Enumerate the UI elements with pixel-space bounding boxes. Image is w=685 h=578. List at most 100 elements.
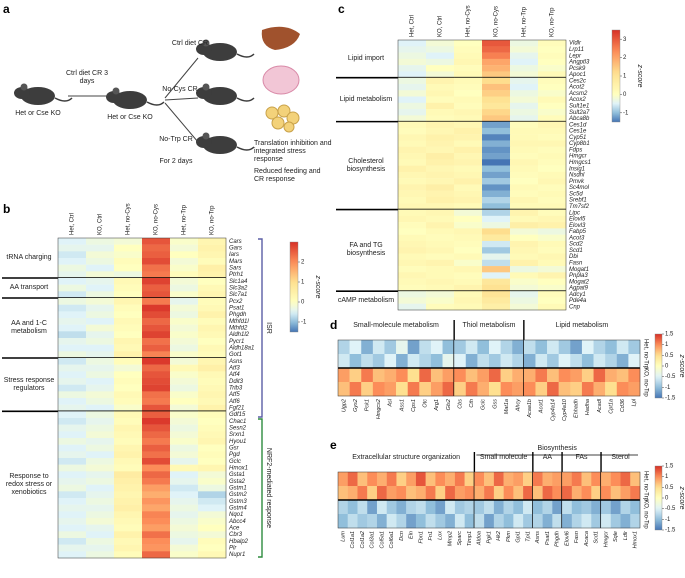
heatmap-cell <box>510 77 539 85</box>
heatmap-cell <box>142 444 171 452</box>
row-label: KO, no-Trp <box>642 367 648 397</box>
heatmap-cell <box>338 514 348 529</box>
heatmap-cell <box>386 486 397 501</box>
heatmap-cell <box>114 404 143 412</box>
heatmap-cell <box>86 298 115 305</box>
heatmap-cell <box>465 354 478 369</box>
heatmap-cell <box>513 472 524 487</box>
heatmap-cell <box>349 354 362 369</box>
heatmap-cell <box>86 404 115 412</box>
heatmap-cell <box>571 486 582 501</box>
heatmap-cell <box>426 46 455 53</box>
heatmap-cell <box>532 486 543 501</box>
gene-label: Pde4a <box>569 298 587 304</box>
gene-label: Cyp8b1 <box>569 141 590 147</box>
muscle-icon <box>262 65 300 95</box>
heatmap-cell <box>482 203 511 210</box>
heatmap-cell <box>558 354 571 369</box>
heatmap-cell <box>591 514 602 529</box>
heatmap-cell <box>482 278 511 286</box>
heatmap-cell <box>398 77 427 85</box>
gene-label: Iars <box>229 252 239 258</box>
heatmap-cell <box>198 291 227 299</box>
heatmap-cell <box>347 486 358 501</box>
heatmap-cell <box>58 271 87 279</box>
heatmap-cell <box>398 215 427 223</box>
heatmap-cell <box>454 291 483 298</box>
heatmap-cell <box>142 304 171 312</box>
panel-letter: a <box>3 2 10 16</box>
heatmap-cell <box>482 153 511 160</box>
group-label: FAs <box>575 454 588 461</box>
heatmap-cell <box>398 222 427 229</box>
heatmap-cell <box>114 551 143 559</box>
heatmap-cell <box>398 146 427 154</box>
heatmap-cell <box>512 382 525 397</box>
heatmap-cell <box>142 344 171 352</box>
heatmap-cell <box>510 127 539 135</box>
heatmap-cell <box>538 96 567 103</box>
heatmap-cell <box>454 146 483 154</box>
heatmap-cell <box>198 518 227 525</box>
panel-letter: c <box>338 2 345 16</box>
heatmap-cell <box>454 109 483 116</box>
heatmap-cell <box>510 178 539 185</box>
heatmap-cell <box>58 264 87 272</box>
heatmap-cell <box>532 472 543 487</box>
heatmap-cell <box>538 203 567 210</box>
heatmap-cell <box>398 127 427 135</box>
gene-label: Col3a1 <box>370 531 376 548</box>
heatmap-cell <box>114 484 143 492</box>
heatmap-cell <box>454 228 483 235</box>
gene-label: Agpat9 <box>568 286 589 292</box>
heatmap-cell <box>426 146 455 154</box>
heatmap-cell <box>510 247 539 254</box>
heatmap-cell <box>482 222 511 229</box>
heatmap-cell <box>198 391 227 399</box>
heatmap-cell <box>398 272 427 279</box>
heatmap-cell <box>474 472 485 487</box>
heatmap-cell <box>114 424 143 432</box>
colorbar-tick-label: -1 <box>623 110 629 116</box>
heatmap-cell <box>170 464 199 472</box>
heatmap-cell <box>367 472 378 487</box>
heatmap-cell <box>454 159 483 166</box>
gene-label: Mogat1 <box>569 267 589 273</box>
heatmap-cell <box>142 238 171 245</box>
heatmap-cell <box>86 424 115 432</box>
heatmap-cell <box>58 498 87 505</box>
gene-label: Fbn1 <box>418 531 424 544</box>
heatmap-cell <box>198 511 227 519</box>
column-label: KO, no-Cys <box>154 204 160 235</box>
heatmap-cell <box>86 358 115 365</box>
heatmap-cell <box>58 544 87 552</box>
heatmap-cell <box>510 46 539 53</box>
heatmap-cell <box>170 438 199 445</box>
heatmap-cell <box>562 514 573 529</box>
heatmap-cell <box>86 504 115 512</box>
gene-label: Cps1 <box>411 399 417 412</box>
heatmap-cell <box>445 514 456 529</box>
heatmap-cell <box>198 531 227 539</box>
heatmap-cell <box>454 40 483 47</box>
heatmap-cell <box>581 472 592 487</box>
heatmap-cell <box>510 90 539 97</box>
heatmap-cell <box>114 264 143 272</box>
heatmap-cell <box>538 259 567 267</box>
heatmap-cell <box>142 244 171 252</box>
group-label: Small-molecule metabolism <box>353 322 439 329</box>
heatmap-cell <box>512 368 525 383</box>
heatmap-cell <box>454 190 483 198</box>
heatmap-cell <box>581 500 592 515</box>
heatmap-cell <box>435 472 446 487</box>
heatmap-cell <box>384 354 397 369</box>
heatmap-cell <box>430 354 443 369</box>
heatmap-cell <box>142 504 171 512</box>
heatmap-cell <box>170 364 199 372</box>
heatmap-cell <box>510 297 539 304</box>
colorbar-tick-label: 2 <box>623 55 627 61</box>
heatmap-cell <box>538 303 567 311</box>
heatmap-cell <box>398 178 427 185</box>
heatmap-cell <box>170 471 199 479</box>
gene-label: Ace <box>228 526 240 532</box>
